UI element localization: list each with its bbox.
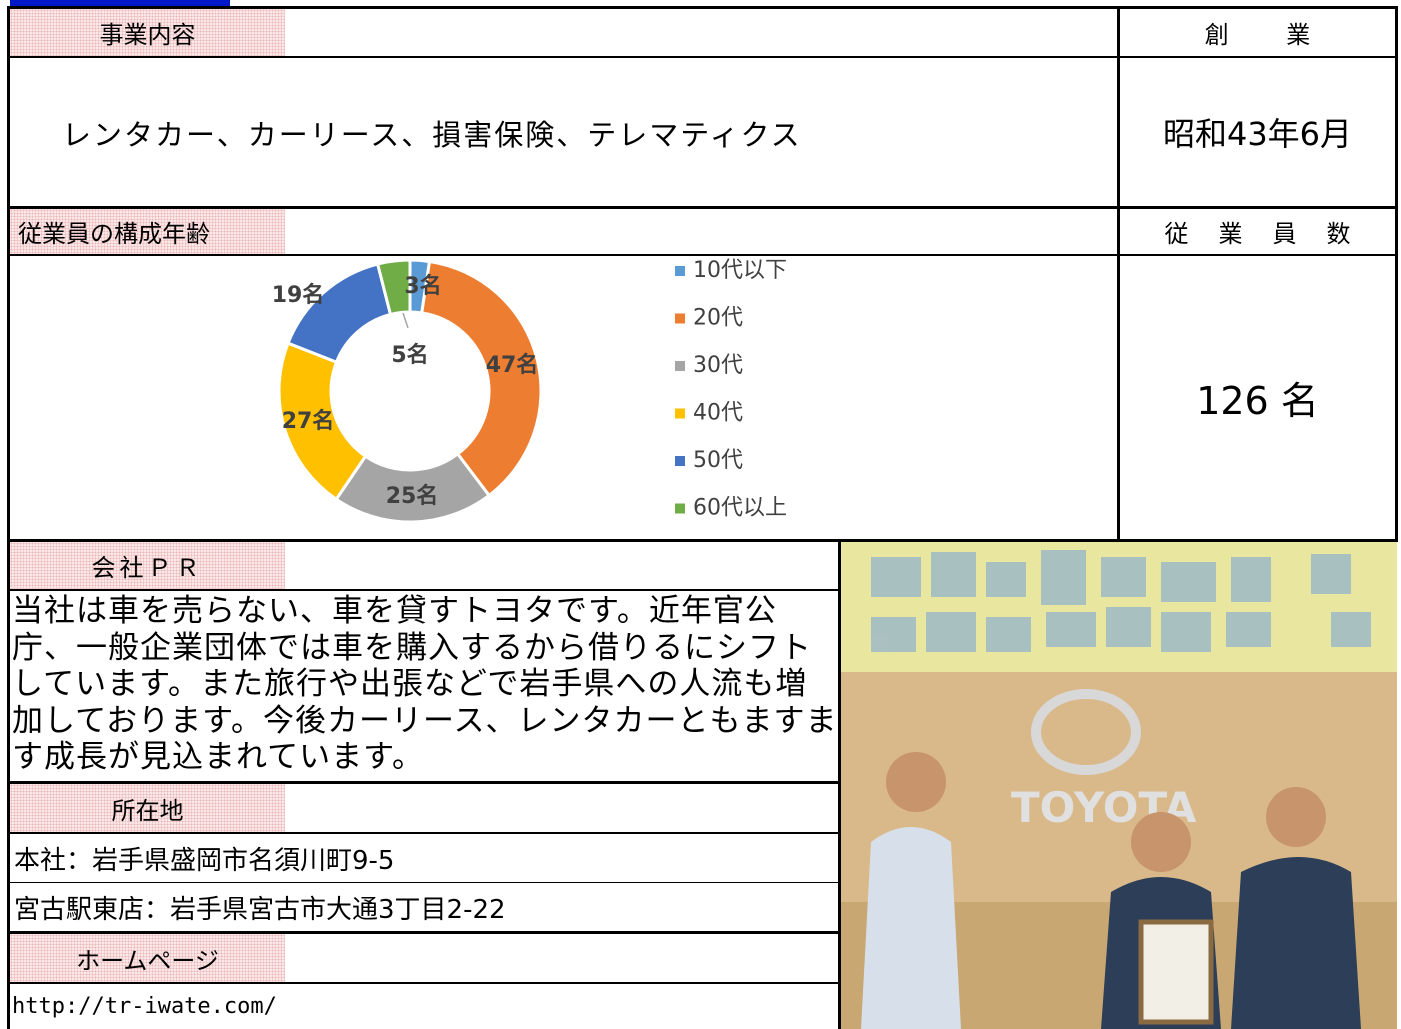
tab xyxy=(10,0,230,8)
border xyxy=(8,931,840,934)
photo: TOYOTA xyxy=(841,542,1397,1029)
employees-value: 126 名 xyxy=(1196,379,1319,423)
data-label: 27名 xyxy=(282,408,335,434)
border xyxy=(8,781,840,784)
data-label: 3名 xyxy=(404,273,441,299)
border xyxy=(8,539,1398,542)
border xyxy=(8,254,1398,256)
founded-label: 創業 xyxy=(1204,21,1368,49)
address: 宮古駅東店：岩手県宮古市大通3丁目2-22 xyxy=(14,894,506,925)
border xyxy=(8,982,840,984)
border xyxy=(1117,6,1120,542)
border xyxy=(838,540,841,1029)
donut-chart: 3名 47名 25名 27名 19名 5名 10代以下 20代 30代 40代 50代 60代以上 xyxy=(272,258,787,524)
legend-label: 30代 xyxy=(693,353,743,378)
border xyxy=(8,6,1398,9)
legend-label: 40代 xyxy=(693,401,743,426)
section-label: 事業内容 xyxy=(10,9,285,56)
border xyxy=(8,832,840,834)
section-label: 従業員の構成年齢 xyxy=(10,209,285,254)
data-label: 5名 xyxy=(391,342,428,368)
border xyxy=(8,589,840,591)
legend-label: 20代 xyxy=(693,306,743,331)
legend-swatch xyxy=(675,408,685,419)
leader-line xyxy=(402,312,409,329)
section-label: 創業 xyxy=(1120,9,1395,56)
data-label: 47名 xyxy=(486,352,539,378)
donut-segment xyxy=(286,262,393,365)
donut-segment xyxy=(420,259,543,498)
border xyxy=(1395,6,1398,542)
employees-label: 従業員数 xyxy=(1164,220,1381,248)
legend-swatch xyxy=(675,456,685,466)
data-label: 19名 xyxy=(272,282,325,308)
legend-swatch xyxy=(675,313,685,324)
section-label: 所在地 xyxy=(10,784,285,832)
border xyxy=(8,882,840,883)
data-label: 25名 xyxy=(386,483,439,509)
border xyxy=(8,56,1398,58)
homepage-url[interactable]: http://tr-iwate.com/ xyxy=(12,994,277,1019)
legend-label: 50代 xyxy=(693,448,743,473)
address: 本社：岩手県盛岡市名須川町9-5 xyxy=(14,845,395,876)
pr-text: 当社は車を売らない、車を貸すトヨタです。近年官公庁、一般企業団体では車を購入する… xyxy=(12,593,838,775)
founded-value: 昭和43年6月 xyxy=(1162,115,1353,153)
section-label: ホームページ xyxy=(10,934,285,982)
legend-swatch xyxy=(675,266,685,276)
section-label: 会社ＰＲ xyxy=(10,542,285,589)
border xyxy=(7,6,10,1029)
legend-swatch xyxy=(675,503,685,514)
donut-segment xyxy=(375,258,412,317)
legend-swatch xyxy=(675,361,685,371)
section-label: 従業員数 xyxy=(1120,209,1395,254)
business-content: レンタカー、カーリース、損害保険、テレマティクス xyxy=(62,118,802,152)
border xyxy=(8,206,1398,209)
legend-label: 60代以上 xyxy=(693,496,787,521)
legend-label: 10代以下 xyxy=(693,258,787,283)
